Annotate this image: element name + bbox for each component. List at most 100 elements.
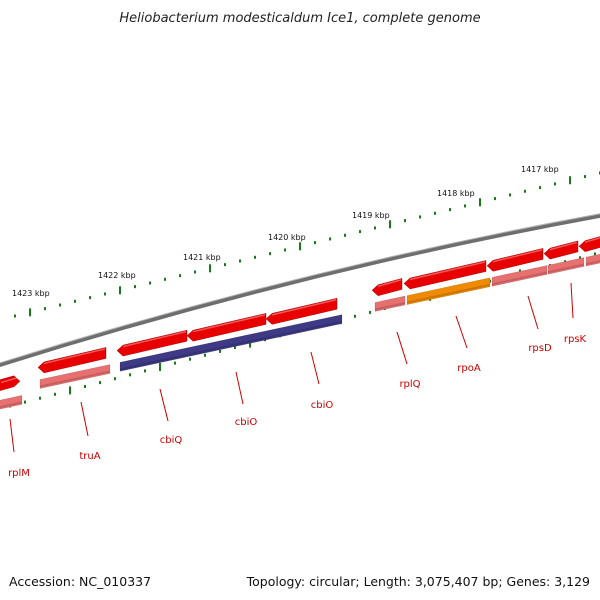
minor-tick bbox=[494, 197, 496, 201]
minor-tick bbox=[434, 211, 436, 215]
minor-tick bbox=[14, 314, 16, 318]
accession-text: Accession: NC_010337 bbox=[9, 574, 151, 589]
cds-bar[interactable] bbox=[406, 277, 491, 305]
gene-arrow[interactable] bbox=[543, 240, 579, 260]
scale-tick-label: 1417 kbp bbox=[521, 165, 559, 174]
genome-backbone bbox=[0, 213, 600, 367]
gene-label-leader bbox=[527, 295, 539, 330]
minor-tick bbox=[179, 274, 181, 278]
minor-tick bbox=[344, 233, 346, 237]
cds-track bbox=[0, 253, 600, 410]
topology-text: Topology: circular; Length: 3,075,407 bp… bbox=[246, 574, 590, 589]
minor-tick bbox=[449, 208, 451, 212]
minor-tick bbox=[59, 303, 61, 307]
minor-tick bbox=[144, 369, 146, 373]
minor-tick bbox=[224, 263, 226, 267]
minor-tick bbox=[174, 361, 176, 365]
gene-label-leader bbox=[396, 331, 408, 365]
minor-tick bbox=[219, 349, 221, 353]
gene-arrow[interactable] bbox=[578, 235, 600, 252]
scale-tick-label: 1423 kbp bbox=[12, 289, 50, 298]
minor-tick bbox=[194, 270, 196, 274]
cds-bar[interactable] bbox=[547, 257, 585, 275]
gene-label-leader bbox=[455, 315, 468, 349]
minor-tick bbox=[419, 215, 421, 219]
gene-label[interactable]: rplM bbox=[8, 468, 30, 479]
minor-tick bbox=[369, 310, 371, 314]
minor-tick bbox=[189, 357, 191, 361]
gene-label[interactable]: cbiO bbox=[311, 400, 334, 411]
gene-arrow[interactable] bbox=[0, 375, 21, 392]
gene-label[interactable]: cbiO bbox=[235, 417, 258, 428]
minor-tick bbox=[44, 307, 46, 311]
gene-label[interactable]: rpsK bbox=[564, 334, 587, 345]
gene-track bbox=[0, 235, 600, 392]
minor-tick bbox=[314, 241, 316, 245]
scale-tick-label: 1418 kbp bbox=[437, 189, 475, 198]
minor-tick bbox=[254, 255, 256, 259]
minor-tick bbox=[39, 396, 41, 400]
minor-tick bbox=[539, 186, 541, 190]
gene-label-leader bbox=[80, 401, 89, 437]
scale-tick-label: 1419 kbp bbox=[352, 211, 390, 220]
gene-label[interactable]: truA bbox=[79, 451, 100, 462]
gene-label-leader bbox=[159, 388, 169, 422]
minor-tick bbox=[114, 377, 116, 381]
gene-label[interactable]: rpsD bbox=[528, 343, 552, 354]
minor-tick bbox=[404, 219, 406, 223]
minor-tick bbox=[99, 381, 101, 385]
minor-tick bbox=[149, 281, 151, 285]
minor-tick bbox=[104, 292, 106, 296]
gene-label-leader bbox=[235, 371, 244, 405]
map-title: Heliobacterium modesticaldum Ice1, compl… bbox=[119, 11, 480, 26]
minor-tick bbox=[464, 204, 466, 208]
gene-arrow[interactable] bbox=[265, 297, 338, 325]
gene-label[interactable]: rpoA bbox=[457, 363, 481, 374]
minor-tick bbox=[284, 248, 286, 252]
minor-tick bbox=[584, 175, 586, 179]
scale-tick-label: 1420 kbp bbox=[268, 233, 306, 242]
gene-arrow[interactable] bbox=[37, 347, 107, 374]
outer-tick-ring bbox=[14, 171, 600, 318]
major-tick bbox=[209, 264, 211, 273]
minor-tick bbox=[24, 400, 26, 404]
cds-bar[interactable] bbox=[119, 314, 343, 372]
gene-label[interactable]: cbiQ bbox=[160, 435, 183, 446]
major-tick bbox=[119, 286, 121, 295]
cds-bar[interactable] bbox=[39, 364, 111, 389]
major-tick bbox=[479, 198, 481, 207]
major-tick bbox=[569, 176, 571, 185]
minor-tick bbox=[74, 299, 76, 303]
scale-tick-label: 1421 kbp bbox=[183, 253, 221, 262]
cds-bar[interactable] bbox=[374, 295, 406, 312]
minor-tick bbox=[579, 256, 581, 260]
cds-bar[interactable] bbox=[491, 265, 548, 287]
minor-tick bbox=[234, 346, 236, 349]
minor-tick bbox=[204, 353, 206, 357]
minor-tick bbox=[329, 237, 331, 241]
major-tick bbox=[249, 339, 251, 348]
minor-tick bbox=[89, 296, 91, 300]
minor-tick bbox=[554, 182, 556, 186]
minor-tick bbox=[54, 392, 56, 396]
gene-label[interactable]: rplQ bbox=[399, 379, 420, 390]
minor-tick bbox=[354, 314, 356, 318]
scale-tick-label: 1422 kbp bbox=[98, 271, 136, 280]
gene-label-leader bbox=[570, 282, 574, 319]
gene-arrow[interactable] bbox=[371, 278, 403, 297]
gene-arrow[interactable] bbox=[403, 260, 487, 290]
gene-arrow[interactable] bbox=[486, 248, 544, 272]
minor-tick bbox=[524, 189, 526, 193]
major-tick bbox=[29, 308, 31, 317]
minor-tick bbox=[164, 277, 166, 281]
cds-bar[interactable] bbox=[0, 395, 23, 410]
minor-tick bbox=[269, 252, 271, 256]
major-tick bbox=[299, 242, 301, 251]
minor-tick bbox=[134, 285, 136, 289]
minor-tick bbox=[359, 230, 361, 234]
gene-labels: rplM truA cbiQ cbiO cbiO rplQ rpoA rpsD rpsK bbox=[8, 282, 587, 479]
cds-bar[interactable] bbox=[585, 253, 600, 267]
minor-tick bbox=[509, 193, 511, 197]
